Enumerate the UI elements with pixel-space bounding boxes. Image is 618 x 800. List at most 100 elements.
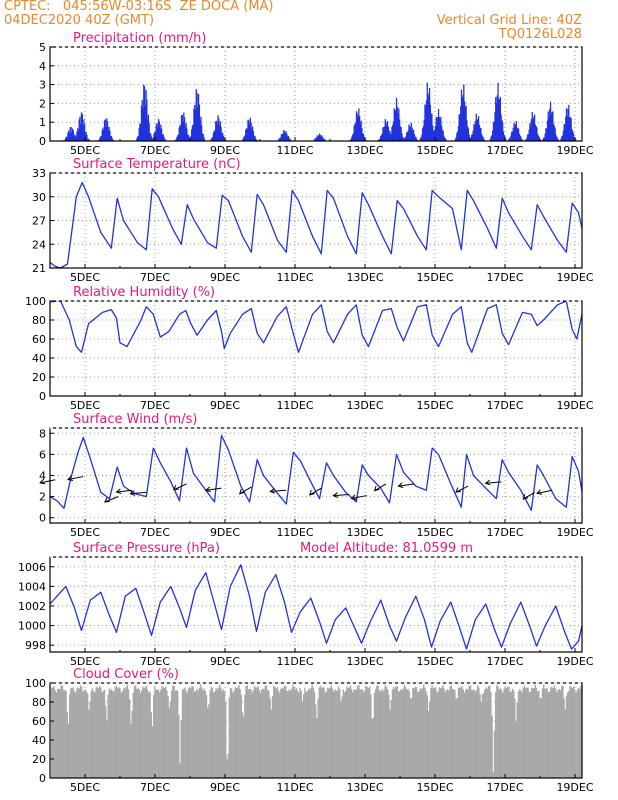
precipitation-bar bbox=[427, 93, 429, 141]
cloud-cover-bar bbox=[448, 690, 450, 778]
precipitation-bar bbox=[72, 130, 75, 141]
precipitation-bar bbox=[245, 128, 248, 141]
cloud-cover-bar bbox=[502, 692, 504, 778]
precipitation-bar bbox=[553, 126, 556, 141]
precipitation-bar bbox=[187, 134, 189, 141]
cloud-cover-bar bbox=[239, 689, 241, 778]
cloud-cover-bar bbox=[69, 694, 71, 778]
cloud-cover-bar bbox=[347, 687, 349, 778]
cloud-cover-bar bbox=[534, 684, 536, 778]
precipitation-bar bbox=[454, 139, 456, 141]
precipitation-bar bbox=[425, 105, 427, 141]
precipitation-bar bbox=[399, 126, 402, 141]
precipitation-bar bbox=[143, 86, 146, 141]
cloud-cover-bar bbox=[258, 689, 260, 778]
cloud-cover-bar bbox=[366, 687, 368, 778]
cloud-cover-bar bbox=[420, 689, 422, 778]
chart-header: CPTEC: 045:56W-03:16S ZE DOCA (MA) 04DEC… bbox=[0, 0, 618, 44]
precipitation-bar bbox=[400, 127, 402, 141]
cloud-cover-bar bbox=[181, 689, 184, 778]
precipitation-bar bbox=[508, 138, 511, 141]
cloud-cover-bar bbox=[340, 701, 342, 778]
cloud-cover-bar bbox=[204, 691, 206, 778]
cloud-cover-bar bbox=[58, 688, 60, 778]
cloud-cover-bar bbox=[263, 689, 265, 778]
cloud-cover-bar bbox=[406, 689, 408, 778]
cloud-cover-bar bbox=[197, 690, 199, 778]
precipitation-bar bbox=[187, 134, 190, 141]
cloud-cover-bar bbox=[229, 687, 232, 778]
cloud-cover-bar bbox=[376, 685, 378, 778]
precipitation-bar bbox=[155, 124, 157, 141]
cloud-cover-bar bbox=[465, 689, 467, 778]
cloud-cover-bar bbox=[221, 691, 223, 778]
cloud-cover-bar bbox=[294, 689, 296, 778]
precipitation-bar bbox=[212, 132, 215, 141]
cloud-cover-bar bbox=[75, 692, 77, 778]
vertical-grid-label: Vertical Grid Line: 40Z bbox=[436, 13, 582, 28]
cloud-cover-bar bbox=[510, 691, 512, 778]
precipitation-bar bbox=[194, 104, 196, 141]
wind-arrow-head bbox=[39, 478, 46, 485]
precipitation-bar bbox=[499, 97, 502, 141]
cloud-cover-bar bbox=[245, 685, 247, 778]
precipitation-bar bbox=[473, 123, 475, 141]
cloud-cover-bar bbox=[324, 692, 326, 778]
precipitation-bar bbox=[411, 127, 413, 141]
precipitation-bar bbox=[321, 137, 324, 141]
precipitation-bar bbox=[459, 114, 461, 141]
cloud-cover-bar bbox=[341, 696, 343, 778]
precipitation-bar bbox=[140, 105, 143, 141]
wind-arrow-shaft bbox=[67, 476, 84, 481]
precipitation-bar bbox=[290, 139, 292, 141]
cloud-cover-bar bbox=[235, 688, 238, 778]
precipitation-bar bbox=[563, 123, 565, 141]
precipitation-bar bbox=[489, 138, 491, 141]
precipitation-bar bbox=[65, 136, 68, 141]
precipitation-bar bbox=[455, 137, 457, 141]
precipitation-bar bbox=[444, 138, 447, 141]
cloud-cover-bar bbox=[243, 716, 245, 778]
cloud-cover-bar bbox=[577, 687, 580, 778]
precipitation-bar bbox=[251, 128, 253, 141]
precipitation-bar bbox=[75, 137, 77, 141]
cloud-cover-bar bbox=[88, 709, 90, 778]
cloud-cover-bar bbox=[169, 702, 172, 778]
cloud-cover-bar bbox=[65, 691, 67, 778]
precipitation-bar bbox=[386, 121, 389, 141]
cloud-cover-bar bbox=[574, 689, 576, 778]
precipitation-bar bbox=[463, 101, 466, 141]
precipitation-bar bbox=[180, 126, 182, 141]
precipitation-bar bbox=[68, 130, 70, 141]
precipitation-bar bbox=[223, 138, 225, 141]
precipitation-bar bbox=[543, 137, 546, 141]
precipitation-bar bbox=[389, 136, 392, 141]
cloud-cover-bar bbox=[271, 696, 274, 778]
cloud-cover-bar bbox=[257, 686, 259, 778]
cloud-cover-bar bbox=[207, 707, 209, 778]
precipitation-bar bbox=[195, 89, 197, 141]
cloud-cover-bar bbox=[262, 688, 264, 778]
precipitation-bar bbox=[288, 137, 290, 141]
model-id-label: TQ0126L028 bbox=[498, 27, 582, 42]
cloud-cover-bar bbox=[52, 687, 54, 778]
precipitation-bar bbox=[146, 99, 148, 141]
cloud-cover-bar bbox=[185, 690, 187, 778]
cloud-cover-bar bbox=[528, 692, 530, 778]
precipitation-bar bbox=[388, 137, 391, 141]
y-tick-label: 5 bbox=[39, 41, 46, 54]
precipitation-bar bbox=[365, 139, 367, 141]
cloud-cover-bar bbox=[543, 684, 545, 778]
cloud-cover-bar bbox=[199, 684, 202, 778]
precipitation-bar bbox=[481, 136, 484, 141]
cloud-cover-bar bbox=[142, 686, 144, 778]
cloud-cover-bar bbox=[388, 694, 390, 778]
x-tick-label: 13DEC bbox=[346, 399, 383, 412]
cloud-cover-bar bbox=[168, 707, 170, 778]
panel-title: Precipitation (mm/h) bbox=[73, 31, 206, 46]
precipitation-bar bbox=[498, 98, 500, 141]
panel-title: Surface Temperature (nC) bbox=[73, 157, 241, 172]
x-tick-label: 15DEC bbox=[416, 399, 453, 412]
cloud-cover-bar bbox=[237, 687, 239, 778]
cloud-cover-bar bbox=[196, 688, 198, 778]
